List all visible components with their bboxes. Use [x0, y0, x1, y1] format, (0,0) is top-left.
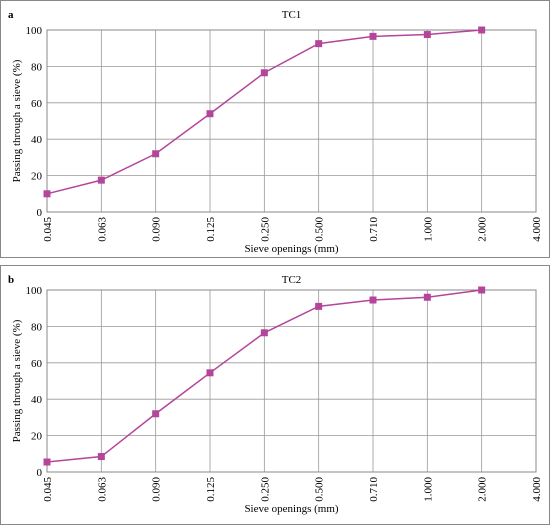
- data-marker: [97, 453, 105, 461]
- y-axis-label: Passing through a sieve (%): [11, 59, 23, 182]
- y-tick-label: 0: [37, 467, 43, 479]
- x-tick-label: 0.500: [314, 477, 326, 502]
- chart-title: TC1: [282, 9, 302, 21]
- x-tick-label: 0.250: [259, 477, 271, 502]
- x-tick-label: 1.000: [422, 477, 434, 502]
- x-tick-label: 4.000: [531, 217, 543, 242]
- x-tick-label: 0.125: [205, 217, 217, 242]
- x-tick-label: 0.045: [42, 217, 54, 242]
- y-tick-label: 100: [26, 25, 43, 37]
- y-tick-label: 40: [31, 394, 43, 406]
- x-tick-label: 1.000: [422, 217, 434, 242]
- y-tick-label: 100: [26, 285, 43, 297]
- x-tick-label: 0.710: [368, 217, 380, 242]
- data-marker: [260, 329, 268, 337]
- panel-label: b: [8, 274, 14, 286]
- x-axis-label: Sieve openings (mm): [244, 243, 338, 255]
- x-tick-label: 0.250: [259, 217, 271, 242]
- x-tick-label: 0.045: [42, 477, 54, 502]
- data-marker: [369, 32, 377, 40]
- data-marker: [260, 69, 268, 77]
- y-tick-label: 20: [31, 431, 43, 443]
- data-marker: [206, 110, 214, 118]
- data-marker: [315, 40, 323, 48]
- x-tick-label: 0.710: [368, 477, 380, 502]
- y-axis-label: Passing through a sieve (%): [11, 319, 23, 442]
- panel-frame: [0, 0, 550, 258]
- y-tick-label: 60: [31, 358, 43, 370]
- x-tick-label: 2.000: [477, 477, 489, 502]
- data-marker: [423, 31, 431, 39]
- data-marker: [478, 286, 486, 294]
- y-tick-label: 60: [31, 98, 43, 110]
- x-tick-label: 0.090: [151, 477, 163, 502]
- data-marker: [478, 26, 486, 34]
- data-marker: [152, 410, 160, 418]
- y-tick-label: 80: [31, 321, 43, 333]
- x-tick-label: 0.125: [205, 477, 217, 502]
- x-axis-label: Sieve openings (mm): [244, 503, 338, 515]
- plot-frame: [46, 289, 537, 473]
- y-tick-label: 40: [31, 134, 43, 146]
- data-marker: [423, 293, 431, 301]
- y-tick-label: 20: [31, 171, 43, 183]
- x-tick-label: 0.090: [151, 217, 163, 242]
- data-marker: [206, 369, 214, 377]
- data-marker: [97, 176, 105, 184]
- panel-frame: [0, 265, 550, 525]
- x-tick-label: 0.063: [96, 217, 108, 242]
- data-marker: [43, 190, 51, 198]
- plot-frame: [46, 29, 537, 213]
- y-tick-label: 80: [31, 61, 43, 73]
- data-marker: [152, 150, 160, 158]
- x-tick-label: 0.500: [314, 217, 326, 242]
- x-tick-label: 0.063: [96, 477, 108, 502]
- panel-label: a: [8, 9, 14, 21]
- x-tick-label: 4.000: [531, 477, 543, 502]
- chart-title: TC2: [282, 274, 302, 286]
- x-tick-label: 2.000: [477, 217, 489, 242]
- data-marker: [43, 458, 51, 466]
- y-tick-label: 0: [37, 207, 43, 219]
- data-marker: [369, 296, 377, 304]
- data-marker: [315, 302, 323, 310]
